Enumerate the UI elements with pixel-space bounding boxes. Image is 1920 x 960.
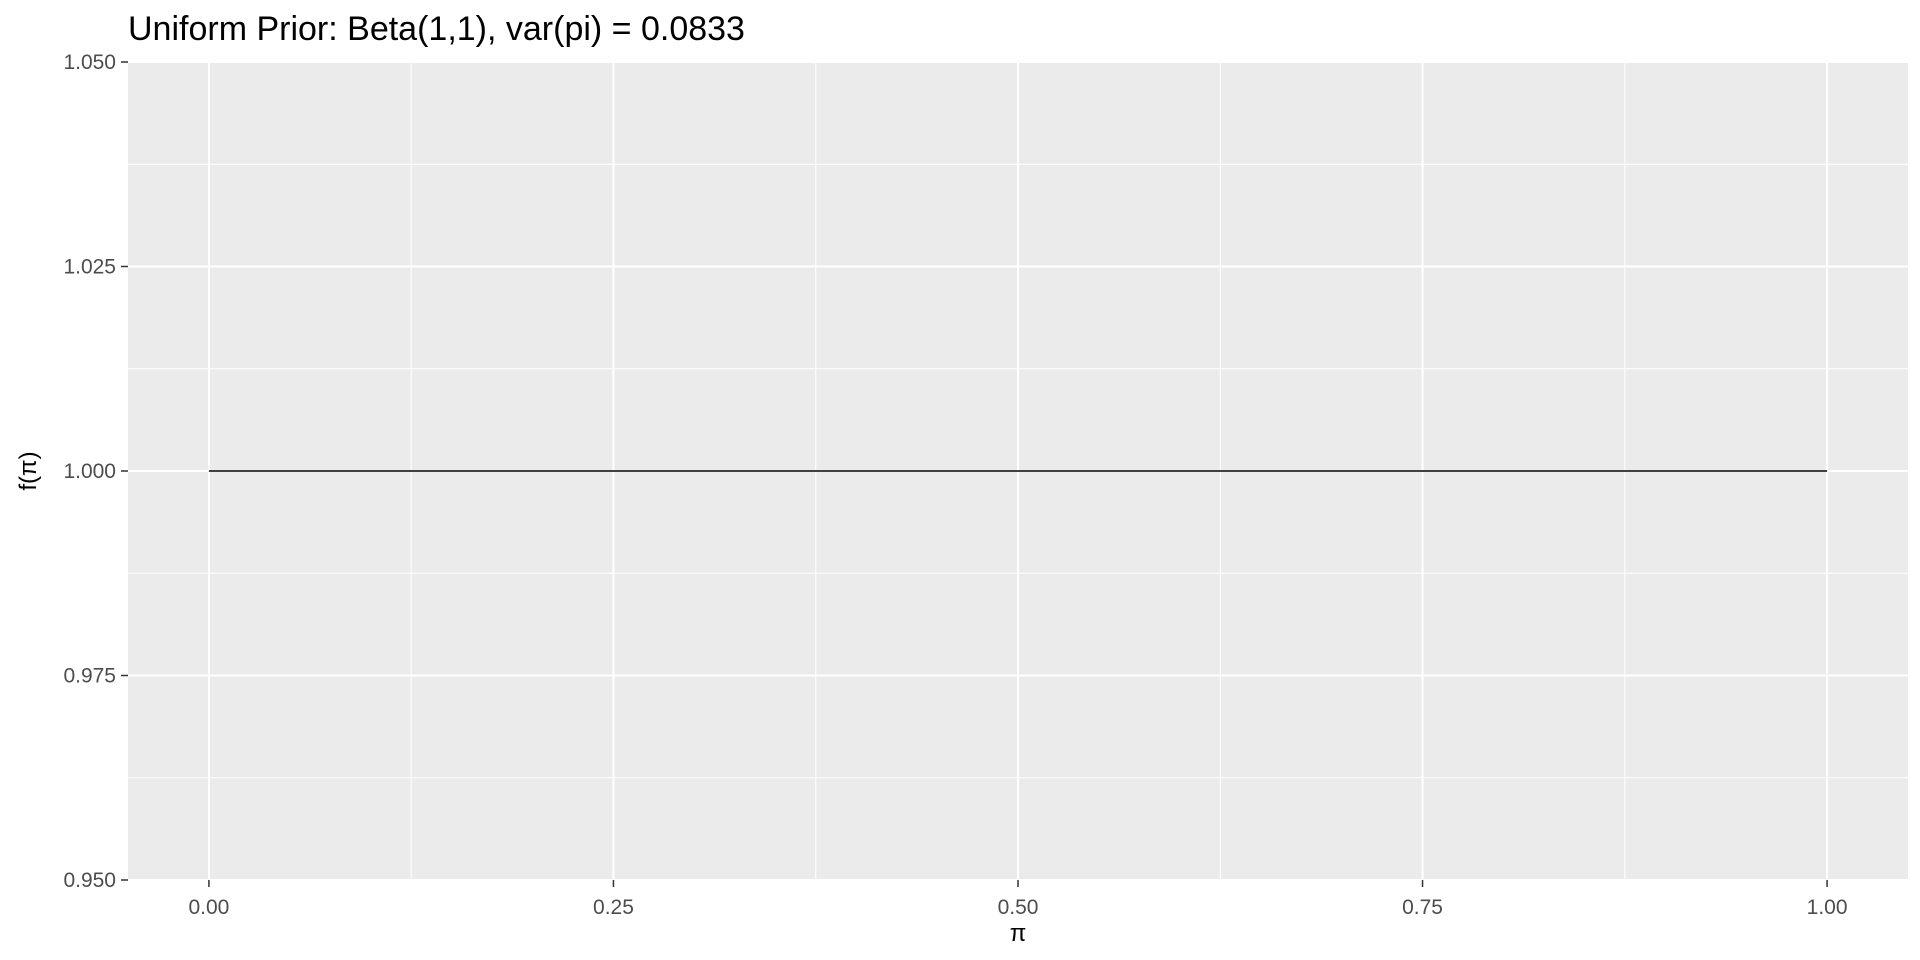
x-axis-title: π [1010, 920, 1027, 947]
x-tick-label: 0.00 [188, 896, 229, 919]
y-axis-tick-labels: 0.950 0.975 1.000 1.025 1.050 [63, 51, 116, 892]
x-tick-label: 1.00 [1807, 896, 1848, 919]
chart-title: Uniform Prior: Beta(1,1), var(pi) = 0.08… [128, 10, 745, 48]
y-tick-label: 0.975 [63, 665, 116, 688]
y-tick-label: 1.050 [63, 51, 116, 74]
y-tick-label: 1.025 [63, 256, 116, 279]
x-tick-label: 0.50 [998, 896, 1039, 919]
x-tick-label: 0.75 [1402, 896, 1443, 919]
x-tick-label: 0.25 [593, 896, 634, 919]
y-tick-label: 1.000 [63, 460, 116, 483]
x-axis-tick-labels: 0.00 0.25 0.50 0.75 1.00 [188, 896, 1847, 919]
y-axis-title: f(π) [15, 451, 42, 490]
y-tick-label: 0.950 [63, 869, 116, 892]
axis-ticks [121, 61, 1828, 887]
